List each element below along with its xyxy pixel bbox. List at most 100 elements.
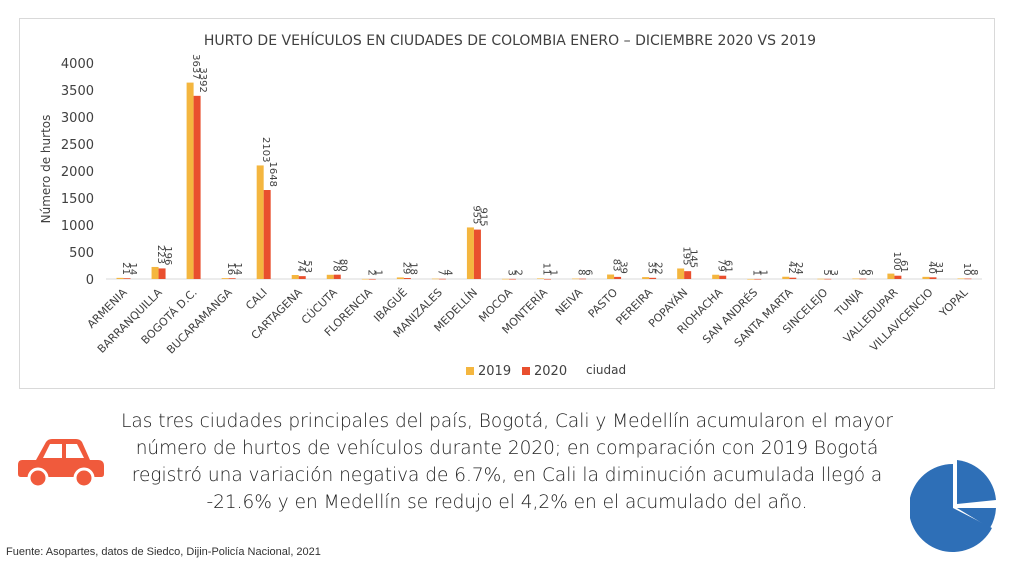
data-label-2020-3: 14 [232,263,243,276]
pie-chart-icon [910,460,996,552]
bar-2019-9 [431,278,439,280]
bar-2020-12 [544,278,551,280]
x-tick-label: VILLAVICENCIO [867,286,935,354]
legend-swatch-2019 [466,367,474,375]
x-tick-label: TUNJA [832,286,866,320]
bar-2019-12 [537,278,544,280]
data-label-2019-4: 2103 [260,137,271,162]
data-label-2020-5: 53 [302,260,313,273]
y-tick-label: 3000 [61,111,94,126]
bar-2020-20 [824,278,832,280]
bar-2019-20 [817,278,825,280]
data-label-2020-12: 1 [548,270,559,276]
bar-chart: HURTO DE VEHÍCULOS EN CIUDADES DE COLOMB… [39,32,982,379]
bar-2020-23 [929,277,937,279]
bar-2020-24 [964,278,972,280]
data-label-2020-13: 6 [583,269,594,275]
bar-2020-14 [614,276,622,279]
data-label-2020-15: 22 [653,262,664,275]
bar-2019-4 [256,165,264,279]
chart-legend: 2019 2020 ciudad [466,363,626,379]
bar-2019-0 [116,277,124,279]
bar-2020-18 [754,278,762,280]
data-label-2019-24: 10 [961,263,972,276]
data-label-2020-19: 24 [793,262,804,275]
data-label-2020-22: 61 [898,260,909,273]
bar-2019-5 [291,275,299,279]
data-label-2019-3: 16 [225,262,236,275]
bar-2020-0 [123,278,131,279]
bar-2020-19 [789,277,797,279]
bar-2020-16 [684,271,692,279]
data-label-2019-16: 195 [681,246,692,265]
bar-2020-2 [193,95,201,279]
chart-container: HURTO DE VEHÍCULOS EN CIUDADES DE COLOMB… [19,18,995,389]
bar-2019-13 [572,278,580,280]
data-label-2019-11: 3 [505,269,516,275]
y-tick-label: 2000 [61,165,94,180]
bar-2019-18 [747,278,755,280]
data-label-2020-0: 14 [127,263,138,276]
y-tick-label: 2500 [61,138,94,153]
data-label-2020-18: 1 [758,270,769,276]
bar-2019-2 [186,82,194,279]
data-label-2020-7: 1 [372,270,383,276]
y-tick-label: 0 [86,273,94,288]
data-label-2019-7: 2 [365,270,376,276]
data-label-2019-1: 223 [155,245,166,264]
data-label-2020-9: 4 [442,269,453,275]
data-label-2020-14: 39 [618,261,629,274]
bar-2020-13 [579,278,587,280]
bar-2019-23 [922,276,930,279]
data-label-2019-19: 42 [786,261,797,274]
bar-2019-24 [957,278,965,280]
data-label-2020-21: 6 [863,269,874,275]
data-label-2019-21: 9 [856,269,867,275]
data-label-2020-2: 3392 [197,67,208,92]
y-axis-label: Número de hurtos [39,115,53,224]
bar-2020-10 [473,229,481,279]
bar-2020-21 [859,278,867,280]
bar-2019-11 [501,278,509,280]
bar-2019-6 [326,274,334,279]
x-tick-label: YOPAL [936,285,971,320]
legend-swatch-2020 [522,367,530,375]
source-footnote: Fuente: Asopartes, datos de Siedco, Diji… [6,546,321,558]
data-label-2019-13: 8 [576,269,587,275]
data-label-2019-14: 83 [611,259,622,272]
legend-label-2020: 2020 [534,364,567,379]
data-label-2019-0: 21 [120,262,131,275]
bar-2019-14 [607,274,615,279]
bar-2020-15 [649,277,657,279]
data-label-2020-20: 3 [828,269,839,275]
x-tick-label: PASTO [586,286,621,321]
data-label-2020-1: 196 [162,246,173,265]
y-tick-label: 4000 [61,57,94,72]
bar-2020-1 [158,268,166,279]
data-label-2020-23: 31 [933,262,944,275]
bar-2019-22 [887,273,895,279]
bar-2019-1 [151,266,159,279]
car-icon [18,439,104,489]
data-label-2020-16: 145 [688,249,699,268]
bar-2020-4 [263,190,271,279]
data-label-2019-9: 7 [435,269,446,275]
bar-2020-7 [368,278,376,280]
x-tick-label: NEIVA [553,286,586,319]
data-label-2020-24: 8 [968,269,979,275]
y-tick-label: 1500 [61,192,94,207]
data-label-2019-18: 1 [751,270,762,276]
bar-2019-21 [852,278,860,280]
bar-2019-8 [396,277,404,279]
x-tick-label: BUCARAMANGA [164,286,235,357]
data-label-2020-11: 2 [512,270,523,276]
data-label-2019-17: 79 [716,259,727,272]
data-label-2019-23: 40 [926,261,937,274]
data-label-2019-5: 74 [295,259,306,272]
data-label-2019-8: 29 [400,262,411,275]
data-label-2019-20: 5 [821,269,832,275]
bar-2019-3 [221,278,229,279]
bar-2020-22 [894,275,902,279]
bar-2019-10 [466,227,474,279]
bar-2020-11 [508,278,516,280]
